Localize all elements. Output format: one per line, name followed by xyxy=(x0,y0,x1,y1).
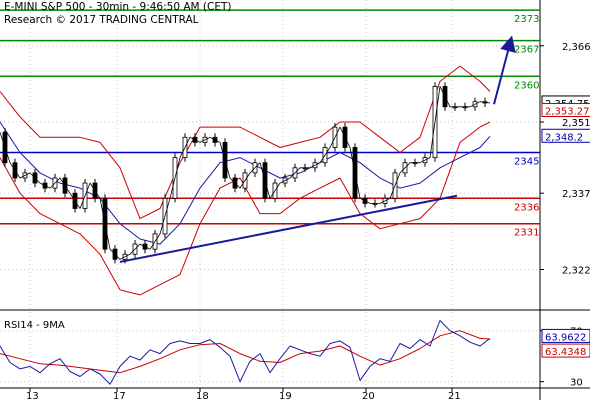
y-tick-label: 2,366 xyxy=(562,42,590,53)
level-label: 2336 xyxy=(514,202,539,213)
x-tick-label: 13 xyxy=(26,391,39,400)
bollinger-lower-line xyxy=(0,121,491,296)
price-tag-box xyxy=(541,128,590,143)
x-tick-label: 21 xyxy=(448,391,461,400)
x-tick-label: 19 xyxy=(279,391,292,400)
level-label: 2373 xyxy=(514,14,539,25)
price-tag-label: 2,353.27 xyxy=(545,106,590,117)
level-label: 2331 xyxy=(514,228,539,239)
x-tick-label: 18 xyxy=(196,391,209,400)
price-tag-box xyxy=(541,102,590,117)
rsi-tick-label: 30 xyxy=(570,378,583,389)
x-tick-label: 20 xyxy=(362,391,375,400)
level-label: 2360 xyxy=(514,80,539,91)
rsi-tag-label: 63.4348 xyxy=(545,347,586,358)
y-tick-label: 2,337 xyxy=(562,189,590,200)
x-tick-label: 17 xyxy=(113,391,126,400)
support-trendline xyxy=(119,194,458,263)
rsi-tag-label: 63.9622 xyxy=(545,332,586,343)
y-tick-label: 2,322 xyxy=(562,265,590,276)
chart-header: E-MINI S&P 500 - 30min - 9:46:50 AM (CET… xyxy=(4,1,232,27)
rsi-tag-box xyxy=(541,343,590,358)
chart-copyright: Research © 2017 TRADING CENTRAL xyxy=(4,14,199,26)
projection-arrow xyxy=(493,35,516,105)
price-tag-label: 2,348.2 xyxy=(545,132,583,143)
y-tick-label: 2,351 xyxy=(562,118,590,129)
level-label: 2345 xyxy=(514,157,539,168)
bollinger-upper-line xyxy=(0,65,491,220)
level-label: 2367 xyxy=(514,45,539,56)
rsi-label: RSI14 - 9MA xyxy=(4,320,65,331)
rsi-line xyxy=(0,320,491,385)
price-line xyxy=(0,86,491,260)
chart-title: E-MINI S&P 500 - 30min - 9:46:50 AM (CET… xyxy=(4,1,232,13)
rsi-tag-box xyxy=(541,328,590,343)
rsi-ma-line xyxy=(0,330,491,374)
